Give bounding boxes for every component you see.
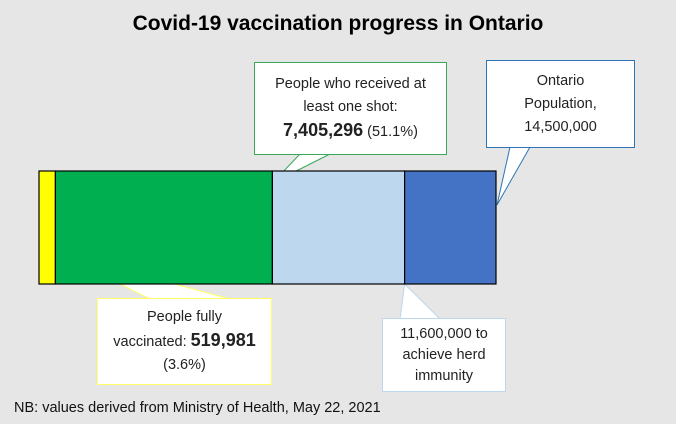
bar-segment-2 [54,170,273,285]
callout-fully-vaccinated: People fully vaccinated: 519,981 (3.6%) [97,298,272,385]
callout-value: 7,405,296 [283,120,364,140]
callout-tail [399,282,442,320]
callout-text: Ontario [536,72,585,89]
bar-segment-3 [271,170,406,285]
callout-tail [496,146,531,206]
bar-segment-4 [404,170,497,285]
callout-text: vaccinated: [113,334,191,350]
callout-text: 14,500,000 [524,118,597,135]
callout-percent: (51.1%) [363,124,418,140]
source-note: NB: values derived from Ministry of Heal… [14,400,381,416]
callout-text: immunity [414,367,473,384]
callout-text: least one shot: [303,99,398,115]
callout-text: Population, [524,95,597,112]
callout-text: achieve herd [402,346,486,363]
callout-value: 519,981 [190,330,256,350]
callout-one-shot: People who received at least one shot: 7… [254,62,447,155]
chart-title: Covid-19 vaccination progress in Ontario [132,12,544,35]
callout-text: People who received at [275,76,426,92]
callout-percent: (3.6%) [163,357,206,373]
callout-text: 11,600,000 to [400,325,488,342]
callout-text: People fully [147,309,222,325]
callout-population: Ontario Population, 14,500,000 [486,60,635,148]
callout-herd-immunity: 11,600,000 to achieve herd immunity [382,318,506,392]
bar-segment-1 [38,170,56,285]
